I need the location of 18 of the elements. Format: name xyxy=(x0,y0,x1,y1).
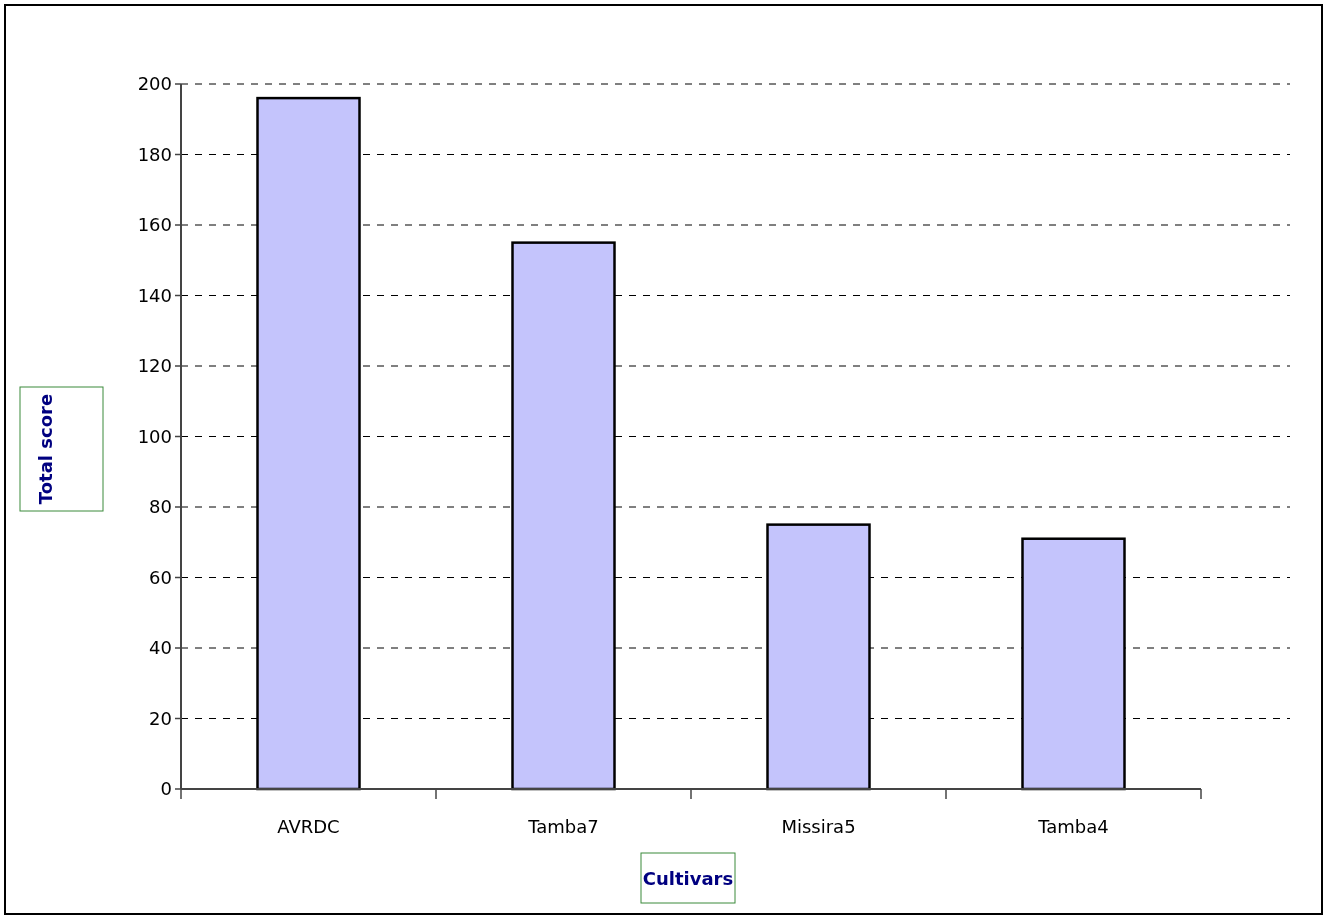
y-tick-label: 200 xyxy=(137,73,172,95)
y-tick-label: 20 xyxy=(149,707,172,729)
bar xyxy=(1021,537,1126,791)
y-tick-label: 60 xyxy=(149,566,172,588)
y-tick-label: 160 xyxy=(137,214,172,236)
y-tick-label: 0 xyxy=(160,778,172,800)
y-axis-title: Total score xyxy=(35,393,56,505)
y-tick-label: 180 xyxy=(137,143,172,165)
y-tick-label: 100 xyxy=(137,425,172,447)
x-tick-label: AVRDC xyxy=(277,816,340,837)
x-tick-label: Missira5 xyxy=(781,816,856,837)
x-tick-label: Tamba7 xyxy=(527,816,599,837)
y-tick-label: 140 xyxy=(137,284,172,306)
x-tick-label: Tamba4 xyxy=(1037,816,1109,837)
y-tick-label: 80 xyxy=(149,496,172,518)
x-axis-title: Cultivars xyxy=(642,868,734,889)
y-tick-label: 120 xyxy=(137,355,172,377)
y-tick-label: 40 xyxy=(149,637,172,659)
